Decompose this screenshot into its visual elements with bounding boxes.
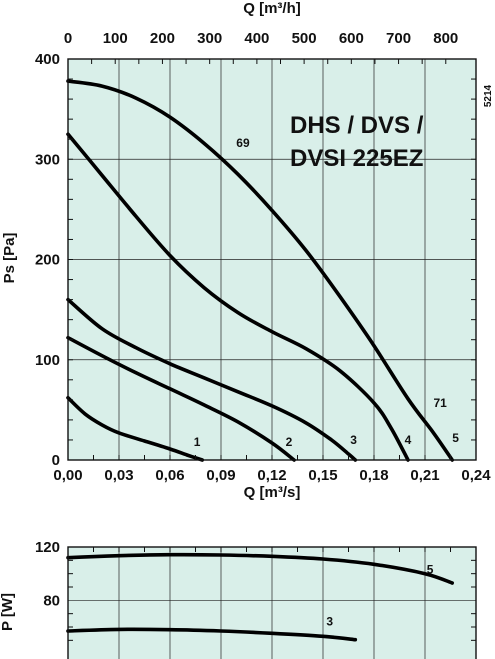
curve-label: 2 — [286, 435, 293, 449]
power-curve-label: 3 — [326, 615, 333, 629]
pressure-curve-labels: 69 71 1 2 3 4 5 — [194, 136, 459, 449]
pressure-curve-2 — [66, 335, 296, 462]
pressure-curves — [66, 79, 454, 462]
power-curve-label: 5 — [427, 563, 434, 577]
power-curves — [66, 552, 454, 642]
power-y-axis-title: P [W] — [0, 593, 16, 631]
x2-tick-label: 0 — [64, 30, 72, 47]
x2-tick-label: 400 — [244, 30, 269, 47]
x2-tick-label: 700 — [386, 30, 411, 47]
x2-tick-label: 100 — [103, 30, 128, 47]
curve-label: 4 — [405, 433, 412, 447]
power-y-tick-label-partial: 40 — [43, 656, 60, 659]
curve-label: 5 — [452, 431, 459, 445]
pressure-plot-grid — [68, 59, 476, 460]
x-tick-label: 0,15 — [308, 467, 337, 484]
chart-code: 5214 — [483, 84, 494, 107]
pressure-plot-ticks: 0,00 0,03 0,06 0,09 0,12 0,15 0,18 0,21 0,24 0 100… — [35, 30, 491, 484]
chart-title-line2: DVSI 225EZ — [290, 145, 423, 172]
curve-label: 71 — [434, 396, 448, 410]
y-axis-title: Ps [Pa] — [1, 233, 18, 284]
curve-label: 1 — [194, 435, 201, 449]
x-tick-label: 0,24 — [461, 467, 491, 484]
x-tick-label: 0,06 — [155, 467, 184, 484]
y-tick-label: 400 — [35, 51, 60, 68]
power-curve-5 — [66, 552, 454, 585]
pressure-curve-1 — [66, 396, 205, 462]
x-tick-label: 0,00 — [53, 467, 82, 484]
x2-tick-label: 300 — [197, 30, 222, 47]
curve-label: 69 — [236, 136, 250, 150]
pressure-curve-4 — [66, 132, 410, 462]
power-plot-grid — [68, 547, 476, 659]
y-tick-label: 200 — [35, 252, 60, 269]
x-tick-label: 0,21 — [410, 467, 439, 484]
y-tick-label: 300 — [35, 151, 60, 168]
power-curve-3 — [66, 627, 358, 642]
x-tick-label: 0,18 — [359, 467, 388, 484]
x-axis-title: Q [m³/s] — [244, 484, 301, 501]
power-y-tick-label: 120 — [35, 539, 60, 556]
power-curve-labels: 53 — [326, 563, 433, 629]
curve-label: 3 — [350, 433, 357, 447]
x2-tick-label: 500 — [292, 30, 317, 47]
pressure-curve-3 — [66, 297, 358, 462]
power-y-tick-label: 80 — [43, 592, 60, 609]
x2-tick-label: 600 — [339, 30, 364, 47]
pressure-curve-5 — [66, 79, 454, 462]
x2-axis-title: Q [m³/h] — [243, 0, 301, 17]
x-tick-label: 0,03 — [104, 467, 133, 484]
y-tick-label: 100 — [35, 352, 60, 369]
x-tick-label: 0,12 — [257, 467, 286, 484]
y-tick-label: 0 — [52, 452, 60, 469]
x2-tick-label: 200 — [150, 30, 175, 47]
power-plot-ticks: 80 120 40 — [35, 539, 476, 659]
chart-title: DHS / DVS / — [290, 112, 424, 139]
x2-tick-label: 800 — [433, 30, 458, 47]
x-tick-label: 0,09 — [206, 467, 235, 484]
